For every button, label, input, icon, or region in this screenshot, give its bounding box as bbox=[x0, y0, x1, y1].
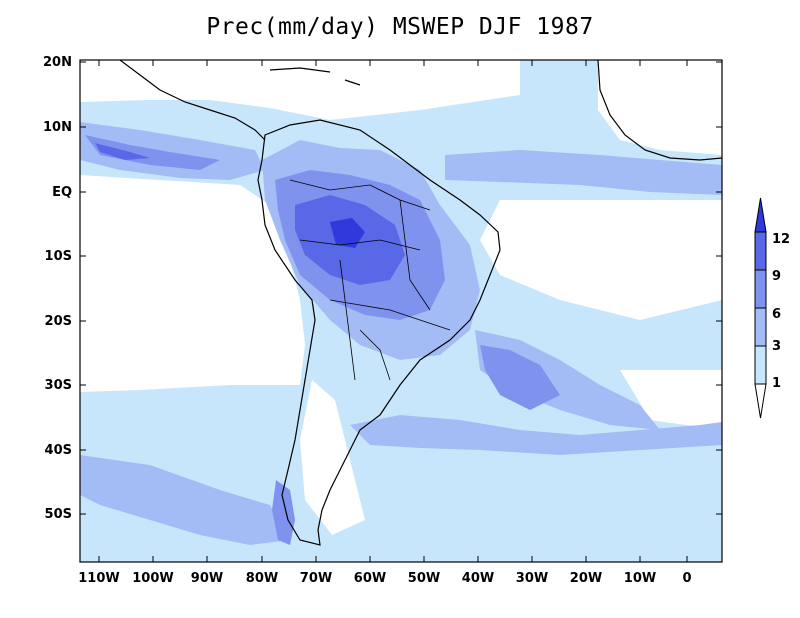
lon-label-50w: 50W bbox=[408, 571, 440, 586]
colorbar-label-6: 6 bbox=[772, 307, 781, 322]
dry-area-west-africa bbox=[598, 60, 722, 155]
lon-label-110w: 110W bbox=[78, 571, 119, 586]
latitude-axis: 20N 10N EQ 10S 20S 30S 40S 50S bbox=[43, 55, 722, 522]
lon-label-20w: 20W bbox=[570, 571, 602, 586]
dry-area-east-pacific bbox=[80, 175, 305, 392]
lon-label-40w: 40W bbox=[462, 571, 494, 586]
lat-label-eq: EQ bbox=[52, 185, 72, 200]
colorbar-swatch-1-3 bbox=[754, 345, 767, 385]
lon-label-70w: 70W bbox=[300, 571, 332, 586]
dry-area-patagonia bbox=[300, 380, 365, 535]
longitude-axis: 110W 100W 90W 80W 70W 60W 50W 40W 30W 20… bbox=[78, 60, 692, 586]
colorbar-min-triangle bbox=[754, 383, 767, 419]
dry-area-north-pacific bbox=[80, 60, 520, 120]
sacz-core bbox=[480, 345, 560, 410]
colorbar-label-9: 9 bbox=[772, 269, 781, 284]
south-atlantic-storm-track bbox=[350, 415, 722, 455]
southern-chile-core bbox=[272, 480, 295, 545]
coastlines bbox=[119, 60, 722, 546]
precip-field bbox=[80, 60, 722, 545]
map-frame bbox=[79, 59, 723, 563]
lat-label-20n: 20N bbox=[43, 55, 72, 70]
central-america-coastline bbox=[119, 60, 266, 141]
lon-label-80w: 80W bbox=[246, 571, 278, 586]
dry-area-south-atlantic-east bbox=[620, 370, 722, 430]
colorbar-label-12: 12 bbox=[772, 232, 790, 247]
map-title: Prec(mm/day) MSWEP DJF 1987 bbox=[206, 14, 594, 40]
lat-label-40s: 40S bbox=[45, 443, 72, 458]
lat-label-10n: 10N bbox=[43, 120, 72, 135]
south-pacific-storm-track bbox=[80, 455, 290, 545]
colorbar-label-3: 3 bbox=[772, 339, 781, 354]
itcz-pacific-core bbox=[85, 135, 220, 170]
lat-label-50s: 50S bbox=[45, 507, 72, 522]
west-africa-coastline bbox=[597, 60, 722, 161]
lon-label-0: 0 bbox=[682, 571, 691, 586]
colorbar-swatch-3-6 bbox=[754, 307, 767, 347]
lon-label-30w: 30W bbox=[516, 571, 548, 586]
lon-label-100w: 100W bbox=[132, 571, 173, 586]
colorbar: 12 9 6 3 1 bbox=[754, 197, 790, 419]
colorbar-swatch-9-12 bbox=[754, 231, 767, 271]
lat-label-30s: 30S bbox=[45, 378, 72, 393]
sacz-band bbox=[475, 330, 660, 430]
dry-area-south-atlantic-north bbox=[480, 200, 722, 320]
extreme-rain-amazon bbox=[330, 218, 365, 248]
lat-label-10s: 10S bbox=[45, 249, 72, 264]
itcz-atlantic-band bbox=[445, 150, 722, 195]
colorbar-max-triangle bbox=[754, 197, 767, 233]
heavy-rain-pacific bbox=[95, 143, 150, 160]
lon-label-60w: 60W bbox=[354, 571, 386, 586]
lat-label-20s: 20S bbox=[45, 314, 72, 329]
colorbar-label-1: 1 bbox=[772, 376, 781, 391]
itcz-pacific-band bbox=[80, 122, 265, 180]
south-america-coastline bbox=[257, 119, 501, 546]
lon-label-10w: 10W bbox=[624, 571, 656, 586]
lon-label-90w: 90W bbox=[191, 571, 223, 586]
country-borders bbox=[289, 179, 451, 381]
colorbar-swatch-6-9 bbox=[754, 269, 767, 309]
caribbean-islands bbox=[269, 67, 361, 86]
